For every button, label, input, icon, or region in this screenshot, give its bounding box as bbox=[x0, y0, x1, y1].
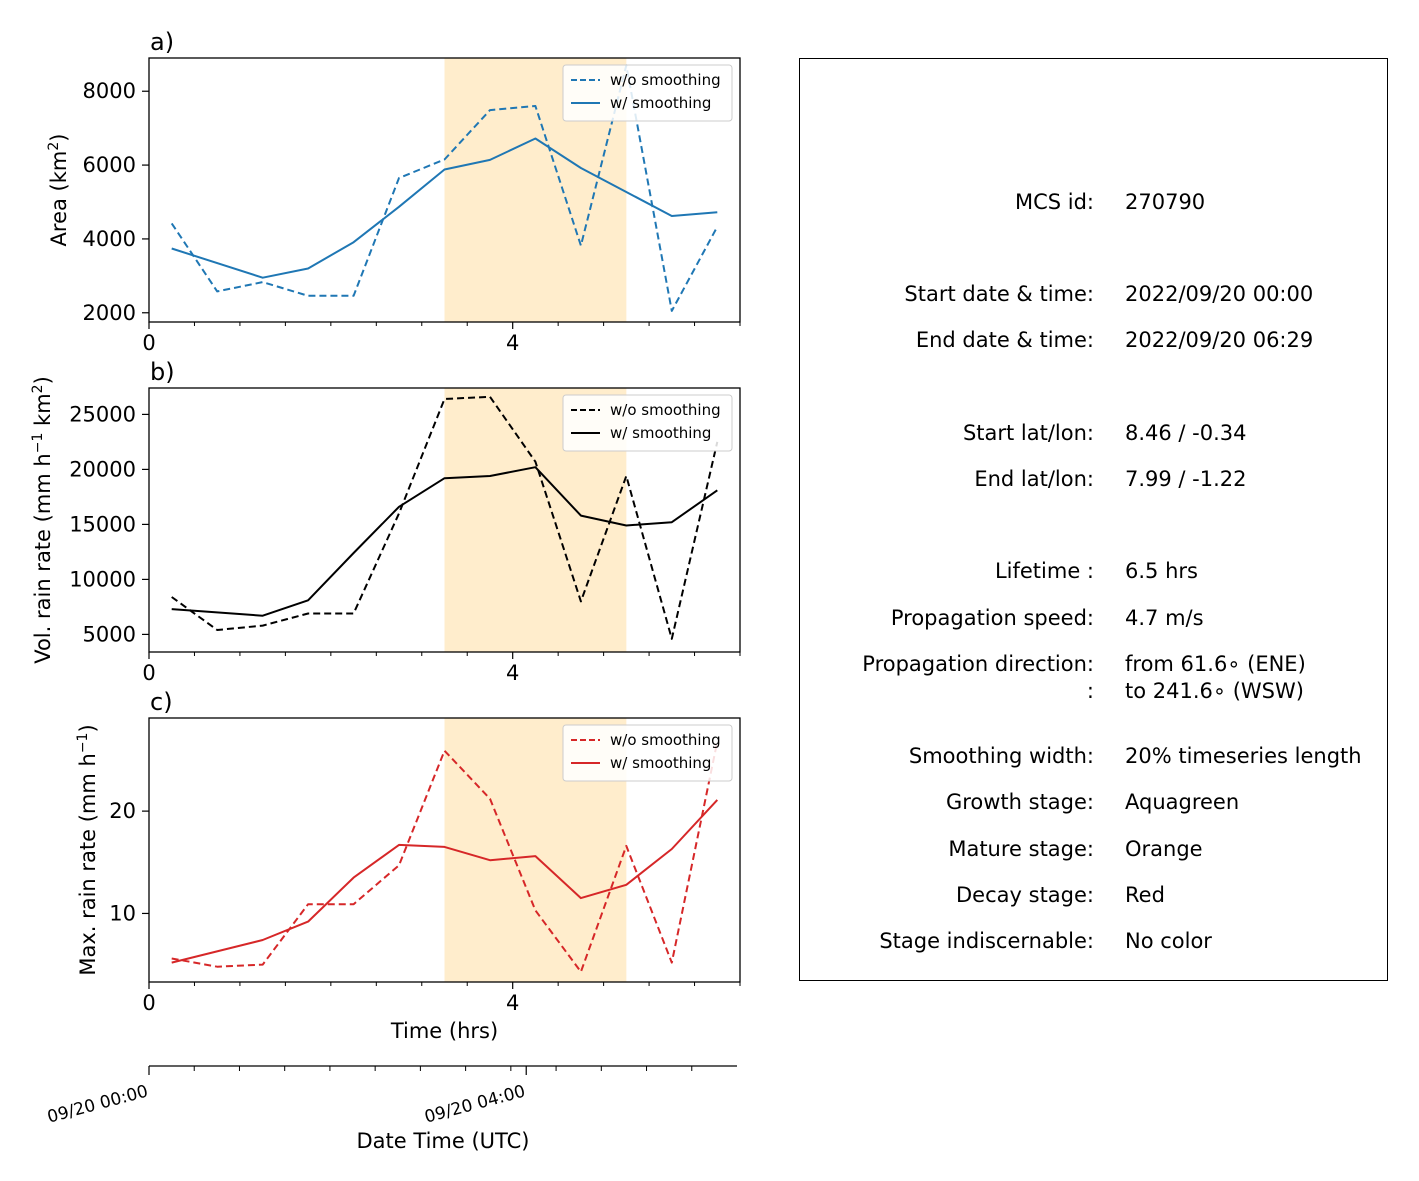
legend-box bbox=[562, 394, 733, 452]
mcs-info-panel: MCS id: 270790 Start date & time: 2022/0… bbox=[799, 58, 1388, 981]
panel-label: a) bbox=[150, 28, 174, 56]
y-tick-label: 25000 bbox=[69, 402, 136, 426]
legend: w/o smoothing w/ smoothing bbox=[562, 394, 733, 452]
legend-label: w/o smoothing bbox=[610, 401, 721, 419]
y-axis-label-superscript: 2 bbox=[30, 384, 46, 393]
panel-label: c) bbox=[150, 688, 173, 716]
info-value: Orange bbox=[1125, 837, 1203, 861]
y-axis-label-part: Area (km bbox=[47, 151, 71, 247]
info-label: End date & time: bbox=[915, 328, 1094, 352]
info-label: Growth stage: bbox=[945, 790, 1094, 814]
panel-1: 0 4 2000 4000 6000 8000 a) Area (km2) w/o smooth… bbox=[46, 28, 741, 355]
legend: w/o smoothing w/ smoothing bbox=[562, 724, 733, 782]
y-axis-label-part: Max. rain rate (mm h bbox=[76, 753, 100, 976]
info-label: Start date & time: bbox=[904, 282, 1094, 306]
info-label: Decay stage: bbox=[956, 883, 1094, 907]
y-axis-label-part: ) bbox=[31, 376, 55, 384]
datetime-axis-label: Date Time (UTC) bbox=[357, 1129, 530, 1153]
legend-label: w/o smoothing bbox=[610, 71, 721, 89]
info-value: 7.99 / -1.22 bbox=[1125, 467, 1247, 491]
series-line-smoothed bbox=[171, 137, 718, 279]
y-axis-label-superscript: −1 bbox=[75, 733, 91, 754]
legend-box bbox=[562, 724, 733, 782]
legend-label: w/ smoothing bbox=[610, 94, 711, 112]
info-label: Start lat/lon: bbox=[962, 421, 1094, 445]
datetime-tick-label: 09/20 00:00 bbox=[45, 1082, 150, 1128]
info-value: 2022/09/20 00:00 bbox=[1125, 282, 1314, 306]
y-axis-label-superscript: 2 bbox=[46, 142, 62, 151]
info-label: Stage indiscernable: bbox=[879, 929, 1094, 953]
info-value: 270790 bbox=[1125, 190, 1206, 214]
info-label: MCS id: bbox=[1014, 190, 1094, 214]
y-axis-label: Max. rain rate (mm h−1) bbox=[75, 724, 100, 975]
plot-frame bbox=[148, 57, 741, 323]
panel-label: b) bbox=[150, 358, 175, 386]
info-value: Red bbox=[1125, 883, 1165, 907]
y-tick-label: 4000 bbox=[83, 227, 136, 251]
y-tick-label: 10 bbox=[109, 901, 136, 925]
series-line-unsmoothed bbox=[171, 395, 719, 640]
y-tick-label: 5000 bbox=[83, 622, 136, 646]
legend-label: w/ smoothing bbox=[610, 754, 711, 772]
y-axis-label-part: ) bbox=[47, 134, 71, 142]
y-tick-label: 2000 bbox=[83, 301, 136, 325]
x-tick-label: 0 bbox=[142, 991, 155, 1015]
y-tick-label: 20 bbox=[109, 799, 136, 823]
info-label: : bbox=[1086, 679, 1094, 703]
info-label: End lat/lon: bbox=[974, 467, 1094, 491]
y-axis-label-part: ) bbox=[76, 724, 100, 732]
plot-frame bbox=[148, 717, 741, 983]
legend-box bbox=[562, 64, 733, 122]
info-label: Lifetime : bbox=[994, 559, 1094, 583]
legend-label: w/ smoothing bbox=[610, 424, 711, 442]
info-value: No color bbox=[1125, 929, 1212, 953]
y-axis-label-part: Vol. rain rate (mm h bbox=[31, 453, 55, 664]
x-tick-label: 4 bbox=[506, 991, 519, 1015]
y-axis-label-part: km bbox=[31, 393, 55, 432]
x-tick-label: 0 bbox=[142, 661, 155, 685]
y-tick-label: 8000 bbox=[83, 79, 136, 103]
info-value: 20% timeseries length bbox=[1125, 744, 1362, 768]
y-tick-label: 15000 bbox=[69, 512, 136, 536]
info-value: Aquagreen bbox=[1125, 790, 1240, 814]
legend: w/o smoothing w/ smoothing bbox=[562, 64, 733, 122]
panel-3: 0 4 10 20 c) Max. rain rate (mm h−1) Time (hrs… bbox=[75, 688, 741, 1043]
info-value: from 61.6∘ (ENE) bbox=[1125, 652, 1306, 676]
plot-frame bbox=[148, 387, 741, 653]
y-tick-label: 6000 bbox=[83, 153, 136, 177]
x-axis-label: Time (hrs) bbox=[390, 1019, 498, 1043]
y-tick-label: 20000 bbox=[69, 457, 136, 481]
y-axis-label: Area (km2) bbox=[46, 134, 71, 247]
y-tick-label: 10000 bbox=[69, 567, 136, 591]
datetime-tick-label: 09/20 04:00 bbox=[422, 1082, 527, 1128]
y-axis-label: Vol. rain rate (mm h−1 km2) bbox=[30, 376, 55, 664]
info-value: 8.46 / -0.34 bbox=[1125, 421, 1247, 445]
info-value: 2022/09/20 06:29 bbox=[1125, 328, 1314, 352]
panel-2: 0 4 5000 10000 15000 20000 25000 b) Vol. rain ra… bbox=[30, 358, 741, 685]
info-value: 6.5 hrs bbox=[1125, 559, 1198, 583]
info-label: Propagation speed: bbox=[890, 606, 1094, 630]
legend-label: w/o smoothing bbox=[610, 731, 721, 749]
series-line-unsmoothed bbox=[171, 741, 719, 973]
info-label: Mature stage: bbox=[948, 837, 1094, 861]
info-value: 4.7 m/s bbox=[1125, 606, 1204, 630]
x-tick-label: 4 bbox=[506, 331, 519, 355]
series-line-smoothed bbox=[171, 799, 719, 964]
info-label: Propagation direction: bbox=[862, 652, 1094, 676]
series-line-smoothed bbox=[171, 466, 718, 617]
info-label: Smoothing width: bbox=[908, 744, 1094, 768]
info-value: to 241.6∘ (WSW) bbox=[1125, 679, 1304, 703]
x-tick-label: 4 bbox=[506, 661, 519, 685]
x-tick-label: 0 bbox=[142, 331, 155, 355]
y-axis-label-superscript: −1 bbox=[30, 433, 46, 454]
